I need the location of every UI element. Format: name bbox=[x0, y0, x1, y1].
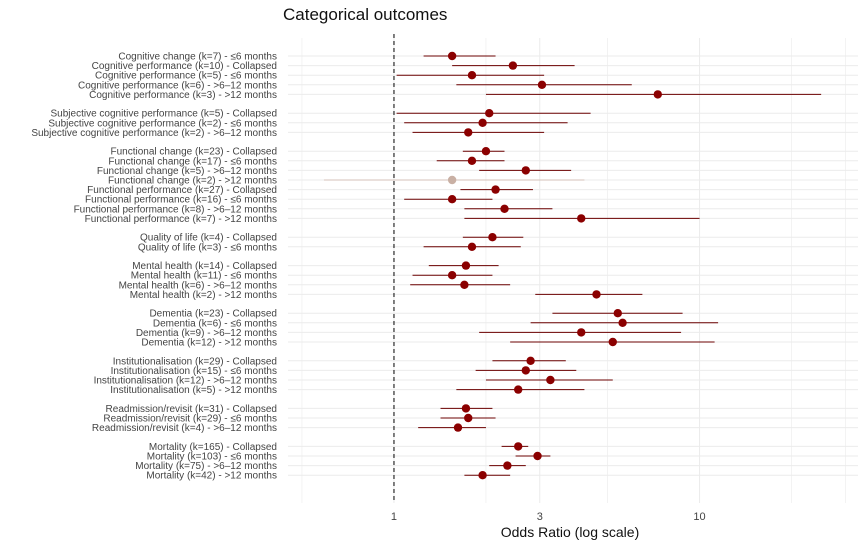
or-point bbox=[447, 175, 457, 185]
row-label-layer: Cognitive change (k=7) - ≤6 monthsCognit… bbox=[31, 52, 277, 482]
row-label: Functional performance (k=8) - >6–12 mon… bbox=[74, 204, 277, 215]
or-point bbox=[485, 109, 494, 118]
row-label: Functional change (k=23) - Collapsed bbox=[111, 147, 277, 158]
chart-title: Categorical outcomes bbox=[283, 5, 448, 24]
row-label: Mortality (k=75) - >6–12 months bbox=[135, 461, 277, 472]
or-point bbox=[613, 309, 622, 318]
row-label: Mortality (k=103) - ≤6 months bbox=[147, 452, 277, 463]
or-point bbox=[464, 128, 473, 137]
row-label: Institutionalisation (k=29) - Collapsed bbox=[113, 356, 277, 367]
mark-layer bbox=[323, 51, 822, 480]
or-point bbox=[447, 271, 457, 280]
x-tick-label: 1 bbox=[391, 511, 397, 523]
or-point bbox=[461, 261, 471, 270]
or-point bbox=[546, 375, 555, 385]
or-point bbox=[447, 51, 457, 61]
row-label: Mortality (k=165) - Collapsed bbox=[149, 442, 277, 453]
row-label: Cognitive performance (k=10) - Collapsed bbox=[92, 61, 277, 72]
or-point bbox=[467, 156, 477, 165]
or-point bbox=[467, 242, 477, 251]
row-label: Cognitive change (k=7) - ≤6 months bbox=[118, 52, 277, 63]
row-label: Functional change (k=2) - >12 months bbox=[108, 176, 277, 187]
row-label: Functional change (k=5) - >6–12 months bbox=[97, 166, 277, 177]
or-point bbox=[491, 185, 500, 194]
row-label: Dementia (k=9) - >6–12 months bbox=[136, 328, 277, 339]
row-label: Subjective cognitive performance (k=2) -… bbox=[31, 128, 277, 139]
row-label: Institutionalisation (k=12) - >6–12 mont… bbox=[94, 376, 277, 387]
or-point bbox=[447, 195, 457, 204]
or-point bbox=[521, 166, 530, 175]
or-point bbox=[461, 404, 471, 413]
row-label: Mortality (k=42) - >12 months bbox=[146, 471, 277, 482]
row-label: Institutionalisation (k=15) - ≤6 months bbox=[111, 366, 277, 377]
row-label: Readmission/revisit (k=31) - Collapsed bbox=[106, 404, 277, 415]
row-label: Quality of life (k=4) - Collapsed bbox=[140, 233, 277, 244]
row-label: Cognitive performance (k=6) - >6–12 mont… bbox=[78, 80, 277, 91]
row-label: Functional performance (k=7) - >12 month… bbox=[85, 214, 277, 225]
x-tick-label: 3 bbox=[537, 511, 543, 523]
or-point bbox=[577, 328, 586, 337]
or-point bbox=[478, 118, 487, 128]
row-label: Subjective cognitive performance (k=2) -… bbox=[48, 118, 277, 129]
or-point bbox=[526, 356, 535, 365]
row-label: Quality of life (k=3) - ≤6 months bbox=[138, 242, 277, 253]
row-label: Readmission/revisit (k=4) - >6–12 months bbox=[92, 423, 277, 434]
or-point bbox=[618, 318, 627, 327]
row-label: Functional performance (k=27) - Collapse… bbox=[87, 185, 277, 196]
or-point bbox=[464, 413, 473, 423]
or-point bbox=[577, 214, 586, 223]
x-tick-label: 10 bbox=[693, 511, 705, 523]
row-label: Institutionalisation (k=5) - >12 months bbox=[110, 385, 277, 396]
row-label: Mental health (k=14) - Collapsed bbox=[132, 261, 277, 272]
or-point bbox=[592, 290, 601, 299]
or-point bbox=[653, 90, 662, 99]
row-label: Mental health (k=6) - >6–12 months bbox=[119, 280, 277, 291]
row-label: Dementia (k=12) - >12 months bbox=[141, 338, 277, 349]
row-label: Subjective cognitive performance (k=5) -… bbox=[51, 109, 278, 120]
or-point bbox=[500, 204, 509, 213]
row-label: Functional performance (k=16) - ≤6 month… bbox=[85, 195, 277, 206]
or-point bbox=[453, 423, 463, 432]
or-point bbox=[460, 280, 469, 289]
or-point bbox=[503, 461, 512, 470]
or-point bbox=[467, 71, 477, 80]
or-point bbox=[608, 337, 617, 347]
row-label: Dementia (k=23) - Collapsed bbox=[149, 309, 277, 320]
row-label: Mental health (k=11) - ≤6 months bbox=[131, 271, 277, 282]
or-point bbox=[478, 471, 487, 480]
or-point bbox=[508, 61, 518, 70]
or-point bbox=[488, 233, 497, 242]
row-label: Functional change (k=17) - ≤6 months bbox=[108, 156, 277, 167]
x-axis-title: Odds Ratio (log scale) bbox=[501, 524, 640, 540]
row-label: Readmission/revisit (k=29) - ≤6 months bbox=[103, 414, 277, 425]
row-label: Dementia (k=6) - ≤6 months bbox=[153, 318, 277, 329]
row-label: Cognitive performance (k=3) - >12 months bbox=[89, 90, 277, 101]
or-point bbox=[514, 442, 523, 451]
row-label: Cognitive performance (k=5) - ≤6 months bbox=[95, 71, 277, 82]
or-point bbox=[521, 366, 530, 375]
grid-layer bbox=[288, 38, 858, 503]
or-point bbox=[537, 80, 547, 90]
row-label: Mental health (k=2) - >12 months bbox=[130, 290, 277, 301]
or-point bbox=[481, 147, 491, 156]
or-point bbox=[533, 451, 542, 461]
x-tick-layer: 1 3 10 bbox=[391, 511, 706, 523]
or-point bbox=[514, 385, 523, 394]
